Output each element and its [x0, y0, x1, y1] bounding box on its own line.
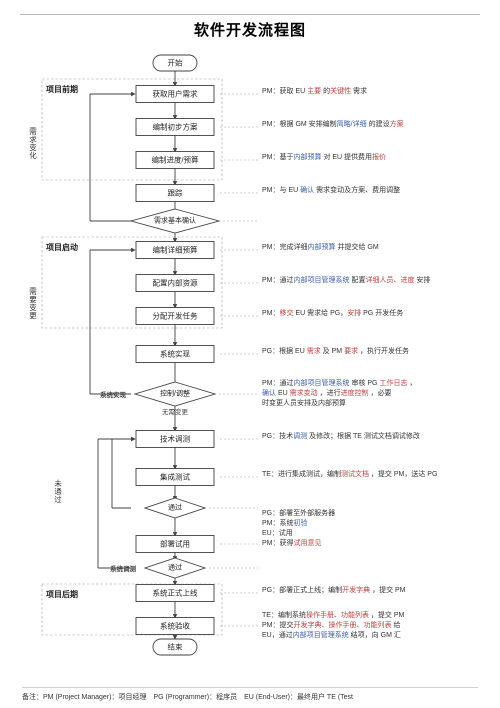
svg-text:无需变更: 无需变更	[162, 407, 189, 416]
svg-text:系统正式上线: 系统正式上线	[153, 588, 198, 598]
svg-text:系统验收: 系统验收	[160, 621, 190, 631]
svg-text:集成测试: 集成测试	[160, 472, 190, 482]
svg-text:跟踪: 跟踪	[168, 188, 183, 198]
svg-text:通过: 通过	[168, 563, 182, 572]
svg-text:编制初步方案: 编制初步方案	[153, 122, 198, 132]
flowchart-wrap: 开始结束 获取用户需求编制初步方案编制进度/预算跟踪编制详细预算配置内部资源分配开…	[20, 50, 480, 670]
svg-text:开始: 开始	[168, 58, 183, 68]
svg-text:系统实现: 系统实现	[100, 390, 127, 399]
svg-text:部署试用: 部署试用	[160, 539, 190, 549]
svg-text:结束: 结束	[168, 642, 183, 652]
legend: 备注：PM (Project Manager)：项目经理 PG (Program…	[22, 687, 478, 702]
svg-text:编制详细预算: 编制详细预算	[153, 245, 198, 255]
page-top-rule	[20, 14, 480, 15]
svg-text:系统调测: 系统调测	[110, 564, 137, 573]
svg-text:系统实现: 系统实现	[160, 349, 190, 359]
svg-text:技术调测: 技术调测	[160, 434, 190, 444]
svg-text:控制/调整: 控制/调整	[160, 389, 190, 398]
svg-text:需求基本确认: 需求基本确认	[154, 216, 196, 225]
svg-text:分配开发任务: 分配开发任务	[153, 311, 198, 321]
page-title: 软件开发流程图	[20, 19, 480, 40]
svg-text:配置内部资源: 配置内部资源	[153, 278, 198, 288]
svg-text:通过: 通过	[168, 503, 182, 512]
flowchart-svg: 开始结束 获取用户需求编制初步方案编制进度/预算跟踪编制详细预算配置内部资源分配开…	[20, 50, 480, 670]
svg-text:获取用户需求: 获取用户需求	[153, 89, 198, 99]
svg-text:编制进度/预算: 编制进度/预算	[151, 155, 199, 165]
